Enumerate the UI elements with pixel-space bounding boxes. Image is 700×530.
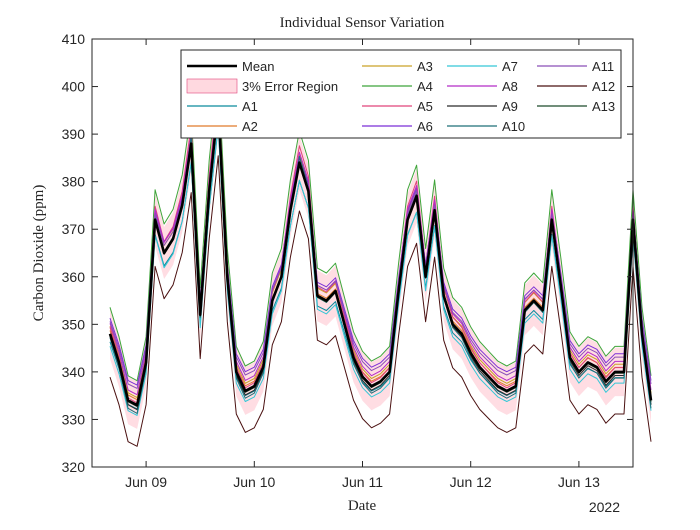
legend-label: A2 <box>242 119 258 134</box>
error-region <box>110 77 651 429</box>
series-line-a12 <box>109 155 652 447</box>
legend-label: 3% Error Region <box>242 79 338 94</box>
legend-label: A8 <box>502 79 518 94</box>
legend-label: A3 <box>417 59 433 74</box>
y-tick-label: 370 <box>62 221 86 237</box>
y-tick-label: 340 <box>62 364 86 380</box>
series-line-a7 <box>109 124 652 416</box>
x-tick-label: Jun 09 <box>125 474 167 490</box>
legend-label: A6 <box>417 119 433 134</box>
axes-ticks: 320 330 340 350 360 370 380 390 400 410 Jun 09 Jun … <box>62 31 633 490</box>
x-tick-label: Jun 11 <box>342 474 383 490</box>
legend-swatch-error-region <box>186 78 238 94</box>
y-tick-label: 360 <box>62 269 86 285</box>
y-tick-label: 390 <box>62 126 86 142</box>
legend-label: A10 <box>502 119 525 134</box>
legend-label: A5 <box>417 99 433 114</box>
legend: Mean 3% Error Region A1 A2 A3 A4 A5 A6 A7 A8 A9 A10… <box>180 49 622 139</box>
legend-label: A9 <box>502 99 518 114</box>
legend-label: Mean <box>242 59 275 74</box>
y-tick-label: 400 <box>62 79 86 95</box>
x-year-label: 2022 <box>589 499 620 515</box>
x-axis-label: Date <box>348 498 377 514</box>
y-tick-label: 330 <box>62 411 86 427</box>
y-tick-label: 320 <box>62 459 86 475</box>
series-line-a4 <box>109 71 652 382</box>
x-tick-label: Jun 12 <box>450 474 492 490</box>
plot-area <box>108 71 653 447</box>
legend-box <box>180 49 622 139</box>
chart-title: Individual Sensor Variation <box>280 15 445 31</box>
legend-label: A1 <box>242 99 258 114</box>
legend-label: A12 <box>592 79 615 94</box>
y-tick-label: 350 <box>62 316 86 332</box>
legend-label: A13 <box>592 99 615 114</box>
legend-label: A7 <box>502 59 518 74</box>
series-line-mean <box>108 104 653 407</box>
x-tick-label: Jun 13 <box>558 474 600 490</box>
legend-label: A11 <box>592 59 614 74</box>
x-tick-label: Jun 10 <box>233 474 275 490</box>
y-tick-label: 380 <box>62 174 86 190</box>
y-axis-label: Carbon Dioxide (ppm) <box>31 185 47 322</box>
y-tick-label: 410 <box>62 31 86 47</box>
legend-label: A4 <box>417 79 433 94</box>
